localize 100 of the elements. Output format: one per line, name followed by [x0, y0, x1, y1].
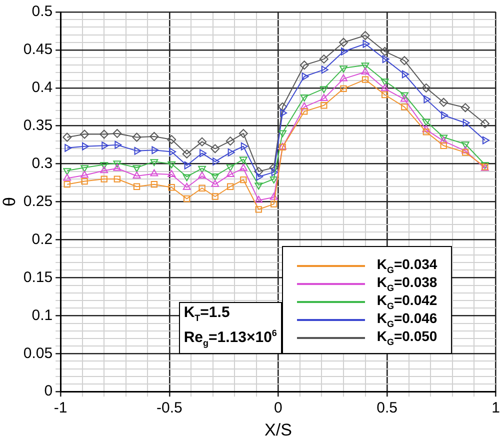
point — [182, 174, 191, 182]
point — [168, 170, 176, 177]
point — [64, 181, 70, 188]
point — [400, 94, 408, 102]
point — [422, 125, 430, 132]
point — [300, 102, 308, 110]
point — [400, 92, 408, 100]
point — [269, 163, 278, 172]
legend-label: K$_{G}$=0.042 — [376, 292, 438, 311]
point — [212, 158, 220, 166]
point — [150, 159, 158, 166]
point — [132, 132, 142, 142]
point — [63, 168, 72, 176]
point — [100, 166, 108, 174]
point — [113, 164, 122, 171]
point — [360, 31, 370, 40]
point — [462, 149, 469, 156]
point — [278, 102, 288, 112]
point — [80, 170, 88, 178]
point — [198, 171, 206, 178]
point — [168, 184, 175, 191]
point — [480, 119, 490, 128]
point — [280, 109, 288, 117]
point — [100, 176, 108, 182]
point — [198, 166, 206, 173]
point — [462, 118, 470, 127]
legend-label: K$_{G}$=0.038 — [376, 274, 438, 293]
point — [228, 148, 235, 156]
point — [239, 164, 248, 171]
point — [424, 95, 431, 104]
point — [271, 168, 278, 176]
point — [211, 180, 220, 187]
point — [63, 174, 72, 181]
x-tick-label: 0.5 — [376, 400, 398, 417]
point — [300, 60, 309, 70]
point — [226, 164, 234, 172]
point — [461, 146, 470, 154]
point — [82, 142, 90, 150]
point — [482, 136, 490, 144]
point — [134, 146, 142, 155]
point — [422, 128, 430, 136]
point — [211, 173, 220, 180]
point — [402, 70, 409, 78]
point — [227, 183, 234, 190]
point — [338, 38, 348, 47]
y-tick-label: 0.05 — [23, 344, 53, 362]
point — [362, 76, 369, 83]
point — [256, 172, 264, 181]
y-tick-label: 0.4 — [32, 79, 53, 96]
point — [240, 176, 247, 184]
point — [226, 136, 235, 146]
x-tick-label: -1 — [54, 400, 68, 417]
point — [210, 144, 220, 154]
point — [183, 195, 190, 202]
point — [255, 206, 262, 213]
point — [132, 171, 141, 178]
point — [401, 104, 408, 110]
point — [152, 146, 159, 154]
point — [62, 132, 72, 142]
y-tick-label: 0.5 — [32, 3, 53, 20]
y-tick-label: 0.2 — [32, 230, 53, 248]
point — [422, 118, 430, 126]
point — [254, 196, 263, 203]
point — [200, 149, 207, 158]
y-tick-label: 0.15 — [23, 268, 53, 286]
point — [150, 181, 158, 188]
legend-label: K$_{G}$=0.046 — [376, 310, 438, 329]
point — [132, 165, 141, 172]
point — [300, 94, 308, 102]
point — [300, 108, 308, 115]
point — [270, 200, 278, 208]
point — [340, 74, 348, 82]
point — [461, 142, 470, 149]
x-tick-label: 0 — [274, 400, 282, 417]
y-axis-title: θ — [0, 197, 19, 207]
point — [100, 162, 108, 170]
legend-label: K$_{G}$=0.050 — [376, 328, 438, 347]
point — [340, 48, 348, 56]
point — [380, 46, 390, 56]
point — [240, 142, 248, 150]
point — [362, 40, 370, 48]
point — [80, 130, 90, 139]
point — [133, 183, 140, 190]
point — [198, 184, 206, 192]
point — [320, 94, 328, 102]
point — [80, 165, 88, 172]
point — [182, 182, 191, 190]
point — [340, 85, 347, 92]
annotation: K$_{T}$=1.5 Re$_{g}$=1.13×10$^{6}$ — [178, 302, 282, 354]
point — [400, 56, 409, 66]
y-tick-label: 0.25 — [23, 192, 53, 210]
point — [361, 67, 370, 74]
point — [184, 161, 192, 170]
point — [382, 55, 390, 64]
point — [441, 111, 448, 120]
point — [340, 66, 348, 73]
point — [380, 78, 389, 86]
x-axis-title: X/S — [264, 420, 292, 440]
point — [302, 72, 309, 80]
point — [361, 62, 370, 70]
